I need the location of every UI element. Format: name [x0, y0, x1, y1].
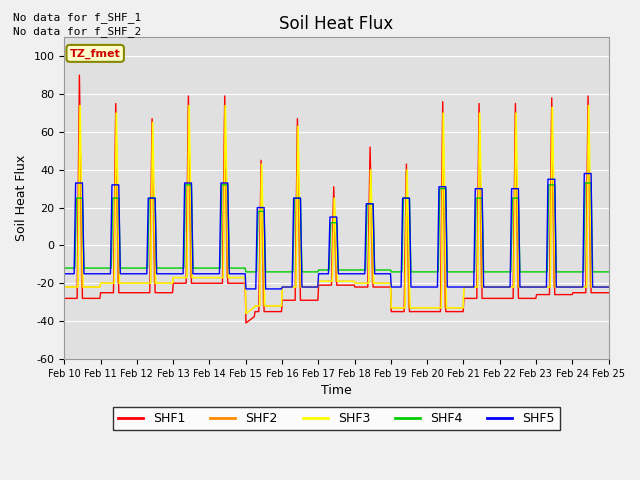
- SHF4: [211, 265, 218, 271]
- SHF2: [76, 103, 83, 108]
- SHF4: [403, 195, 411, 201]
- SHF3: [127, 280, 135, 286]
- Y-axis label: Soil Heat Flux: Soil Heat Flux: [15, 155, 28, 241]
- SHF2: [60, 284, 68, 290]
- SHF3: [182, 275, 190, 280]
- SHF5: [70, 271, 78, 276]
- SHF4: [242, 269, 250, 275]
- SHF3: [211, 275, 219, 280]
- Legend: SHF1, SHF2, SHF3, SHF4, SHF5: SHF1, SHF2, SHF3, SHF4, SHF5: [113, 407, 560, 430]
- SHF1: [60, 296, 68, 301]
- SHF3: [420, 305, 428, 311]
- SHF5: [126, 271, 134, 276]
- SHF3: [76, 103, 84, 108]
- SHF3: [70, 284, 78, 290]
- SHF1: [76, 72, 83, 78]
- X-axis label: Time: Time: [321, 384, 352, 397]
- Line: SHF1: SHF1: [64, 75, 609, 323]
- SHF1: [420, 309, 428, 314]
- SHF5: [211, 271, 218, 276]
- SHF3: [60, 284, 68, 290]
- SHF4: [605, 269, 612, 275]
- SHF2: [182, 275, 190, 280]
- SHF1: [242, 320, 250, 326]
- SHF5: [403, 195, 411, 201]
- SHF2: [242, 311, 250, 316]
- SHF3: [242, 311, 250, 316]
- Text: No data for f_SHF_2: No data for f_SHF_2: [13, 26, 141, 37]
- SHF4: [419, 269, 427, 275]
- SHF1: [182, 280, 190, 286]
- SHF5: [580, 171, 588, 177]
- SHF5: [182, 180, 189, 186]
- SHF2: [420, 305, 428, 311]
- SHF5: [605, 284, 612, 290]
- SHF2: [404, 259, 412, 264]
- Line: SHF3: SHF3: [64, 106, 609, 313]
- Text: No data for f_SHF_1: No data for f_SHF_1: [13, 12, 141, 23]
- SHF1: [605, 290, 612, 296]
- SHF5: [242, 286, 250, 292]
- SHF5: [60, 271, 68, 276]
- SHF1: [404, 235, 412, 241]
- SHF4: [60, 265, 68, 271]
- Line: SHF5: SHF5: [64, 174, 609, 289]
- SHF2: [127, 280, 135, 286]
- SHF1: [70, 296, 78, 301]
- SHF4: [126, 265, 134, 271]
- SHF4: [70, 265, 78, 271]
- Line: SHF2: SHF2: [64, 106, 609, 313]
- Title: Soil Heat Flux: Soil Heat Flux: [279, 15, 394, 33]
- SHF4: [182, 182, 189, 188]
- SHF3: [404, 202, 412, 207]
- SHF4: [581, 180, 589, 186]
- Text: TZ_fmet: TZ_fmet: [70, 48, 120, 59]
- SHF5: [419, 284, 427, 290]
- SHF2: [211, 275, 219, 280]
- SHF1: [211, 280, 219, 286]
- SHF2: [70, 284, 78, 290]
- SHF3: [605, 284, 612, 290]
- Line: SHF4: SHF4: [64, 183, 609, 272]
- SHF1: [127, 290, 135, 296]
- SHF2: [605, 284, 612, 290]
